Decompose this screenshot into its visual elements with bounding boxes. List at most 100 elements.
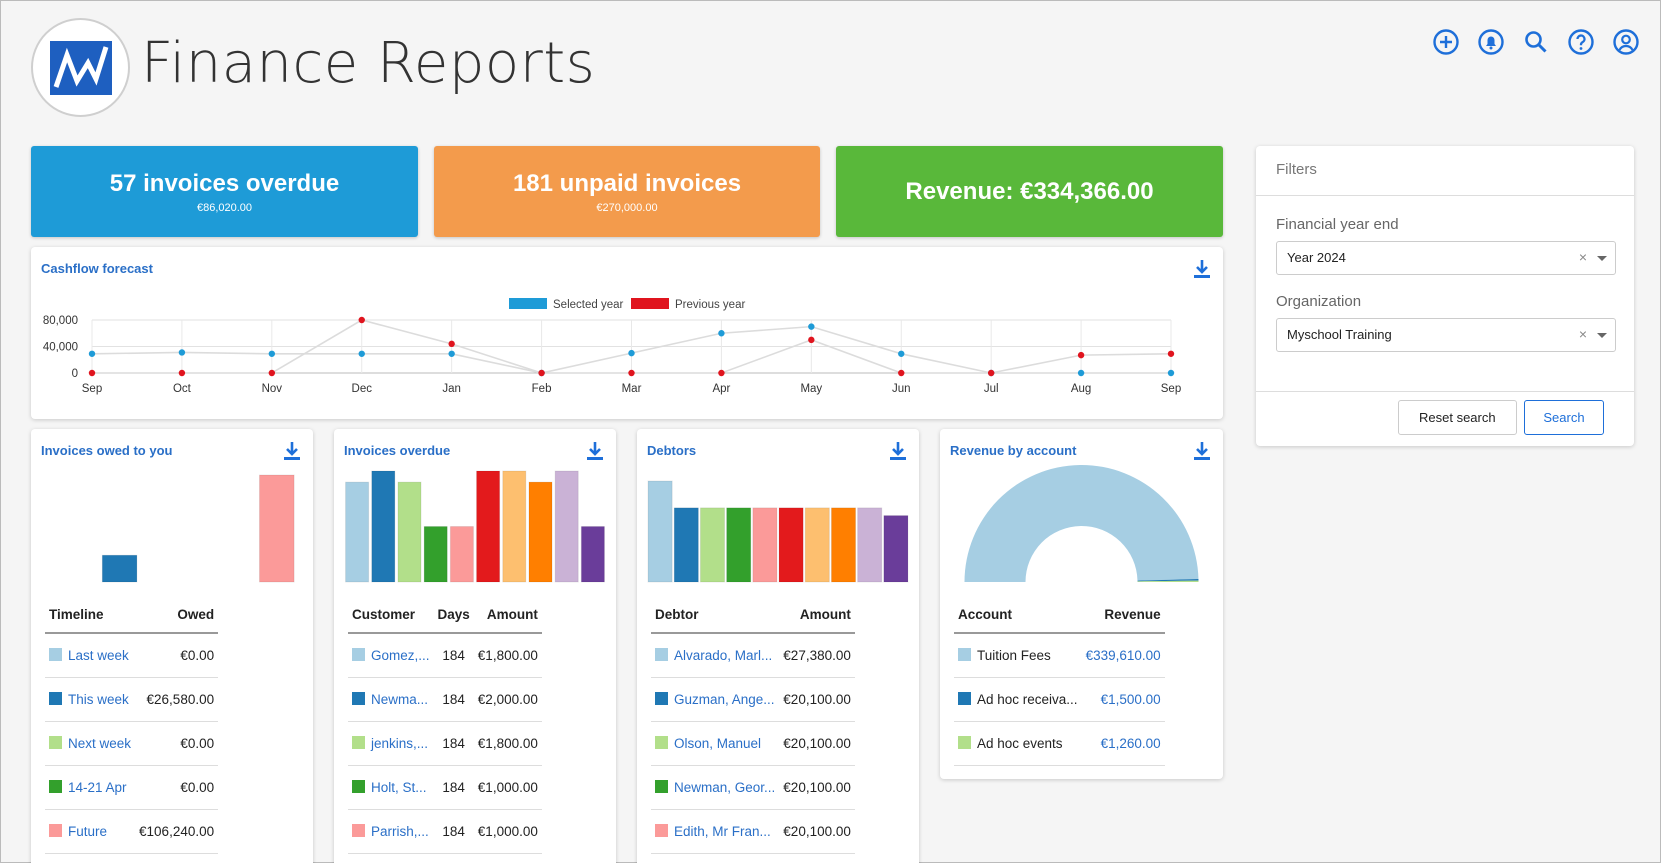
download-icon[interactable] [1193,259,1211,279]
table-row[interactable]: Alvarado, Marl... €27,380.00 [651,633,855,678]
data-point[interactable] [448,350,455,357]
data-point[interactable] [448,340,455,348]
bar[interactable] [726,507,752,583]
chevron-down-icon[interactable] [1597,333,1607,338]
data-point[interactable] [718,369,725,377]
table-row[interactable]: This week €26,580.00 [45,677,219,722]
organization-select[interactable]: Myschool Training × [1276,318,1616,352]
row-label[interactable]: Holt, St... [371,779,427,795]
bar[interactable] [778,507,804,583]
donut-slice[interactable] [1137,579,1199,582]
bar[interactable] [699,507,726,583]
chevron-down-icon[interactable] [1597,256,1607,261]
bar[interactable] [259,474,295,583]
account-icon[interactable] [1612,28,1640,56]
kpi-revenue[interactable]: Revenue: €334,366.00 [836,146,1223,237]
table-row[interactable]: Ad hoc events €1,260.00 [954,721,1165,766]
clear-icon[interactable]: × [1578,249,1587,265]
kpi-overdue-invoices[interactable]: 57 invoices overdue €86,020.00 [31,146,418,237]
financial-year-select[interactable]: Year 2024 × [1276,241,1616,275]
data-point[interactable] [538,369,545,377]
row-label[interactable]: Edith, Mr Fran... [674,823,771,839]
donut-slice[interactable] [964,464,1199,582]
data-point[interactable] [628,369,635,377]
bar[interactable] [830,507,857,583]
data-point[interactable] [1167,350,1175,357]
row-label[interactable]: 14-21 Apr [68,779,127,795]
bar[interactable] [345,481,370,583]
row-label[interactable]: Gomez,... [371,647,430,663]
table-row[interactable]: Olson, Manuel €20,100.00 [651,721,855,766]
data-point[interactable] [898,369,905,377]
table-row[interactable]: Parrish,... 184 €1,000.00 [348,809,542,854]
bar[interactable] [502,470,527,583]
value-cell[interactable]: €339,610.00 [1081,633,1165,678]
data-point[interactable] [898,350,905,357]
donut-slice[interactable] [1137,580,1199,582]
table-row[interactable]: Gomez,... 184 €1,800.00 [348,633,542,678]
data-point[interactable] [1077,351,1085,359]
search-button[interactable]: Search [1524,400,1604,435]
row-label[interactable]: Parrish,... [371,823,429,839]
clear-icon[interactable]: × [1578,326,1587,342]
data-point[interactable] [808,336,815,344]
bar[interactable] [673,507,699,583]
data-point[interactable] [358,350,365,357]
table-row[interactable]: Holt, St... 184 €1,000.00 [348,765,542,810]
search-icon[interactable] [1522,28,1550,56]
row-label[interactable]: jenkins,... [371,735,429,751]
table-row[interactable]: Ad hoc receiva... €1,500.00 [954,677,1165,722]
data-point[interactable] [268,350,276,357]
value-cell[interactable]: €1,260.00 [1081,721,1165,766]
data-point[interactable] [178,369,186,377]
row-label[interactable]: Future [68,823,108,839]
bar[interactable] [554,470,579,583]
table-row[interactable]: Newma... 184 €2,000.00 [348,677,542,722]
bar[interactable] [752,507,778,583]
table-row[interactable]: Edith, Mr Fran... €20,100.00 [651,809,855,854]
bar[interactable] [476,470,501,583]
bar[interactable] [804,507,830,583]
row-label[interactable]: Last week [68,647,129,663]
download-icon[interactable] [283,441,301,461]
data-point[interactable] [987,369,995,377]
table-row[interactable]: Guzman, Ange... €20,100.00 [651,677,855,722]
row-label[interactable]: Olson, Manuel [674,735,762,751]
add-circle-icon[interactable] [1432,28,1460,56]
bell-icon[interactable] [1477,28,1505,56]
row-label[interactable]: This week [68,691,129,707]
bar[interactable] [449,526,474,583]
row-label[interactable]: Newman, Geor... [674,779,776,795]
data-point[interactable] [808,323,815,330]
data-point[interactable] [88,369,96,377]
data-point[interactable] [358,316,365,324]
table-row[interactable]: Tuition Fees €339,610.00 [954,633,1165,678]
data-point[interactable] [268,369,276,377]
download-icon[interactable] [889,441,907,461]
data-point[interactable] [718,330,725,337]
reset-search-button[interactable]: Reset search [1398,400,1517,435]
bar[interactable] [857,507,883,583]
bar[interactable] [101,554,138,583]
value-cell[interactable]: €1,500.00 [1081,677,1165,722]
data-point[interactable] [88,350,96,357]
table-row[interactable]: 14-21 Apr €0.00 [45,765,219,810]
bar[interactable] [423,526,448,583]
table-row[interactable]: Last week €0.00 [45,633,219,678]
table-row[interactable]: Newman, Geor... €20,100.00 [651,765,855,810]
bar[interactable] [580,526,605,583]
data-point[interactable] [628,349,635,357]
bar[interactable] [647,480,673,583]
bar[interactable] [883,515,909,583]
data-point[interactable] [1167,369,1175,377]
row-label[interactable]: Next week [68,735,132,751]
download-icon[interactable] [1193,441,1211,461]
table-row[interactable]: Next week €0.00 [45,721,219,766]
data-point[interactable] [178,349,186,356]
data-point[interactable] [1077,369,1085,377]
row-label[interactable]: Newma... [371,691,429,707]
bar[interactable] [528,481,553,583]
table-row[interactable]: jenkins,... 184 €1,800.00 [348,721,542,766]
help-icon[interactable] [1567,28,1595,56]
row-label[interactable]: Alvarado, Marl... [674,647,773,663]
